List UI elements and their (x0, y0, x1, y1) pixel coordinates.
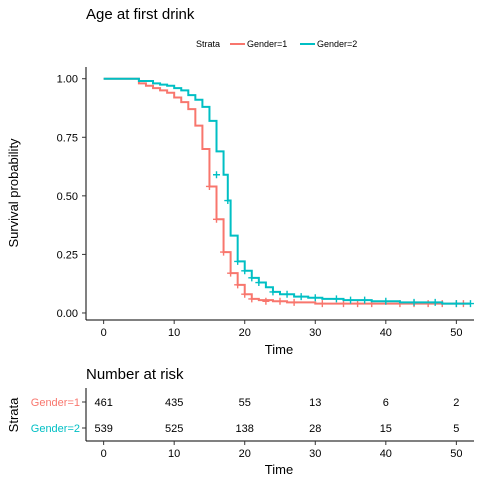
chart-title: Age at first drink (86, 6, 195, 23)
legend-title: Strata (196, 39, 220, 49)
censor-mark (339, 300, 347, 308)
risk-x-tick-label: 20 (239, 448, 251, 460)
y-tick-label: 0.75 (57, 132, 78, 144)
x-tick-label: 20 (239, 327, 251, 339)
censor-mark (452, 300, 460, 308)
censor-mark (424, 300, 432, 308)
censor-mark (332, 295, 340, 303)
series-layer (103, 77, 474, 308)
censor-mark (255, 279, 263, 287)
censor-mark (466, 300, 474, 308)
risk-cell: 435 (165, 397, 183, 409)
risk-cell: 2 (453, 397, 459, 409)
risk-cell: 28 (309, 423, 321, 435)
risk-cell: 55 (239, 397, 251, 409)
legend-label-gender-2: Gender=2 (317, 39, 357, 49)
risk-cell: 461 (94, 397, 112, 409)
risk-x-tick-label: 50 (450, 448, 462, 460)
censor-mark (283, 290, 291, 298)
censor-mark (213, 215, 221, 223)
risk-table: 0 10 20 30 40 50 Gender=1 461 435 55 13 6 2 Gender=2 5… (31, 397, 463, 460)
censor-mark (241, 290, 249, 298)
y-tick-label: 0.00 (57, 308, 78, 320)
risk-cell: 525 (165, 423, 183, 435)
censor-mark (276, 297, 284, 305)
censor-mark (410, 298, 418, 306)
censor-mark (347, 296, 355, 304)
x-tick-label: 40 (380, 327, 392, 339)
risk-x-tick-label: 0 (101, 448, 107, 460)
censor-mark (234, 257, 242, 265)
risk-row-label: Gender=1 (31, 397, 80, 409)
risk-table-title: Number at risk (86, 366, 184, 383)
censor-mark (311, 294, 319, 302)
risk-y-axis-title: Strata (6, 397, 21, 432)
x-tick-label: 50 (450, 327, 462, 339)
censor-mark (382, 297, 390, 305)
y-tick-label: 0.50 (57, 191, 78, 203)
risk-x-tick-label: 10 (168, 448, 180, 460)
x-tick-label: 0 (101, 327, 107, 339)
censor-mark (361, 296, 369, 304)
censor-mark (354, 300, 362, 308)
survival-curve-gender-1 (103, 77, 471, 305)
risk-cell: 6 (383, 397, 389, 409)
y-axis-title: Survival probability (6, 138, 21, 248)
censor-mark (262, 297, 270, 305)
y-tick-label: 1.00 (57, 74, 78, 86)
risk-cell: 13 (309, 397, 321, 409)
x-axis-title: Time (265, 342, 293, 357)
risk-x-tick-label: 30 (309, 448, 321, 460)
risk-cell: 539 (94, 423, 112, 435)
censor-mark (431, 298, 439, 306)
censor-mark (248, 295, 256, 303)
censor-mark (220, 248, 228, 256)
censor-mark (227, 269, 235, 277)
risk-x-axis-title: Time (265, 462, 293, 477)
censor-mark (241, 267, 249, 275)
survival-curve-gender-2 (103, 77, 471, 305)
censor-mark (224, 197, 232, 205)
risk-cell: 5 (453, 423, 459, 435)
legend: Strata Gender=1 Gender=2 (196, 39, 357, 49)
risk-cell: 138 (236, 423, 254, 435)
censor-mark (297, 293, 305, 301)
x-tick-label: 30 (309, 327, 321, 339)
censor-mark (290, 298, 298, 306)
censor-mark (213, 171, 221, 179)
x-tick-label: 10 (168, 327, 180, 339)
main-axis-ticks: 0.00 0.25 0.50 0.75 1.00 0 10 20 30 40 50 (57, 74, 463, 339)
risk-cell: 15 (380, 423, 392, 435)
censor-mark (205, 182, 213, 190)
risk-row-label: Gender=2 (31, 423, 80, 435)
censor-mark (318, 300, 326, 308)
censor-mark (269, 288, 277, 296)
censor-mark (248, 274, 256, 282)
legend-label-gender-1: Gender=1 (247, 39, 287, 49)
risk-x-tick-label: 40 (380, 448, 392, 460)
y-tick-label: 0.25 (57, 249, 78, 261)
censor-mark (234, 281, 242, 289)
